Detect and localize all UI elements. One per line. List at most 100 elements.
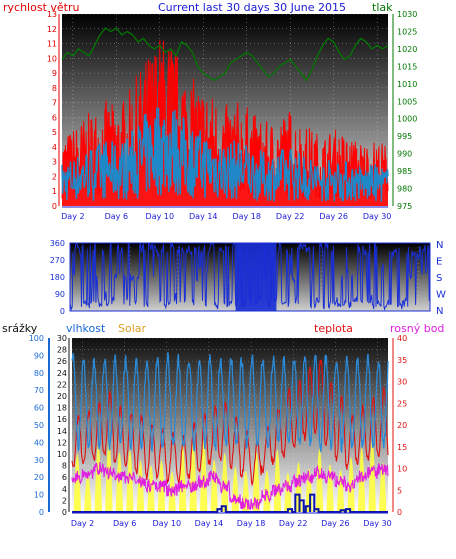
pressure-tick-label: 1020 [397,45,417,54]
rain-tick-label: 4 [62,485,67,494]
rain-tick-label: 18 [57,404,67,413]
direction-frame [69,242,431,312]
wind-x-tick-label: Day 14 [189,212,218,221]
humidity-tick-label: 100 [29,334,44,343]
wind-tick-label: 10 [47,54,57,63]
wind-tick-label: 1 [52,187,57,196]
compass-label: N [436,240,443,251]
temperature-tick-label: 25 [397,399,407,408]
dewpoint-axis-title: rosný bod [390,322,444,335]
wind-tick-label: 8 [52,84,57,93]
wind-x-tick-label: Day 26 [319,212,348,221]
rain-tick-label: 22 [57,380,67,389]
direction-tick-label: 0 [60,307,65,316]
solar-axis-title: Solar [118,322,147,335]
humidity-line [71,352,389,453]
temperature-line [71,359,389,487]
humidity-tick-label: 90 [34,351,44,360]
wind-tick-label: 11 [47,40,57,49]
solar-day-lobe [73,453,81,512]
wind-x-tick-label: Day 6 [105,212,128,221]
pressure-line [61,27,389,82]
climate-x-tick-label: Day 18 [237,519,266,528]
climate-series [71,352,389,513]
rain-tick-label: 24 [57,369,67,378]
pressure-tick-label: 1015 [397,62,417,71]
wind-avg-line [61,107,389,203]
rain-tick-label: 8 [62,462,67,471]
solar-day-lobe [94,444,102,512]
humidity-tick-label: 80 [34,369,44,378]
direction-tick-label: 360 [50,239,65,248]
temperature-tick-label: 5 [397,486,402,495]
temperature-tick-label: 10 [397,465,407,474]
humidity-tick-label: 60 [34,404,44,413]
direction-tick-label: 180 [50,273,65,282]
wind-tick-label: 13 [47,10,57,19]
humidity-tick-label: 20 [34,473,44,482]
direction-dense-band [235,243,277,311]
rain-tick-label: 0 [62,508,67,517]
rain-tick-label: 10 [57,450,67,459]
climate-x-tick-label: Day 10 [153,519,182,528]
rain-tick-label: 14 [57,427,67,436]
wind-gust-line [61,40,389,200]
rain-tick-label: 16 [57,415,67,424]
climate-x-tick-label: Day 30 [363,519,392,528]
pressure-tick-label: 1010 [397,80,417,89]
temperature-axis-title: teplota [314,322,353,335]
wind-x-tick-label: Day 2 [61,212,84,221]
climate-x-tick-label: Day 26 [321,519,350,528]
compass-label: S [436,273,442,284]
humidity-axis-title: vlhkost [66,322,106,335]
pressure-axis-title: tlak [372,1,393,14]
wind-tick-label: 4 [52,143,57,152]
direction-series [69,242,431,311]
pressure-tick-label: 1000 [397,115,417,124]
rain-tick-label: 6 [62,473,67,482]
wind-tick-label: 5 [52,128,57,137]
rain-tick-label: 12 [57,438,67,447]
rain-tick-label: 2 [62,496,67,505]
rain-line [72,493,388,513]
pressure-tick-label: 1030 [397,10,417,19]
wind-axis-title: rychlost větru [3,1,79,14]
solar-day-lobe [368,439,376,512]
compass-label: W [436,290,446,301]
chart-title: Current last 30 days 30 June 2015 [158,1,346,14]
climate-x-tick-label: Day 14 [195,519,224,528]
rain-axis-title: srážky [2,322,38,335]
temperature-tick-label: 40 [397,334,407,343]
solar-day-lobe [379,462,387,512]
temperature-tick-label: 30 [397,378,407,387]
solar-day-lobe [315,448,324,512]
wind-tick-label: 3 [52,158,57,167]
temperature-tick-label: 35 [397,356,407,365]
climate-x-tick-label: Day 6 [113,519,136,528]
humidity-tick-label: 40 [34,438,44,447]
pressure-tick-label: 975 [397,202,412,211]
pressure-tick-label: 980 [397,185,412,194]
climate-x-tick-label: Day 22 [279,519,308,528]
humidity-tick-label: 10 [34,491,44,500]
wind-tick-label: 7 [52,99,57,108]
dewpoint-line [71,461,389,510]
solar-day-lobe [273,449,282,512]
temperature-tick-label: 15 [397,443,407,452]
pressure-tick-label: 995 [397,132,412,141]
wind-x-tick-label: Day 22 [276,212,305,221]
solar-day-lobe [126,450,134,512]
wind-tick-label: 9 [52,69,57,78]
compass-label: E [436,257,442,268]
pressure-tick-label: 1005 [397,97,417,106]
wind-tick-label: 0 [52,202,57,211]
pressure-tick-label: 1025 [397,27,417,36]
wind-x-tick-label: Day 18 [232,212,261,221]
pressure-tick-label: 990 [397,150,412,159]
wind-x-tick-label: Day 10 [146,212,175,221]
rain-tick-label: 30 [57,334,67,343]
rain-tick-label: 28 [57,346,67,355]
